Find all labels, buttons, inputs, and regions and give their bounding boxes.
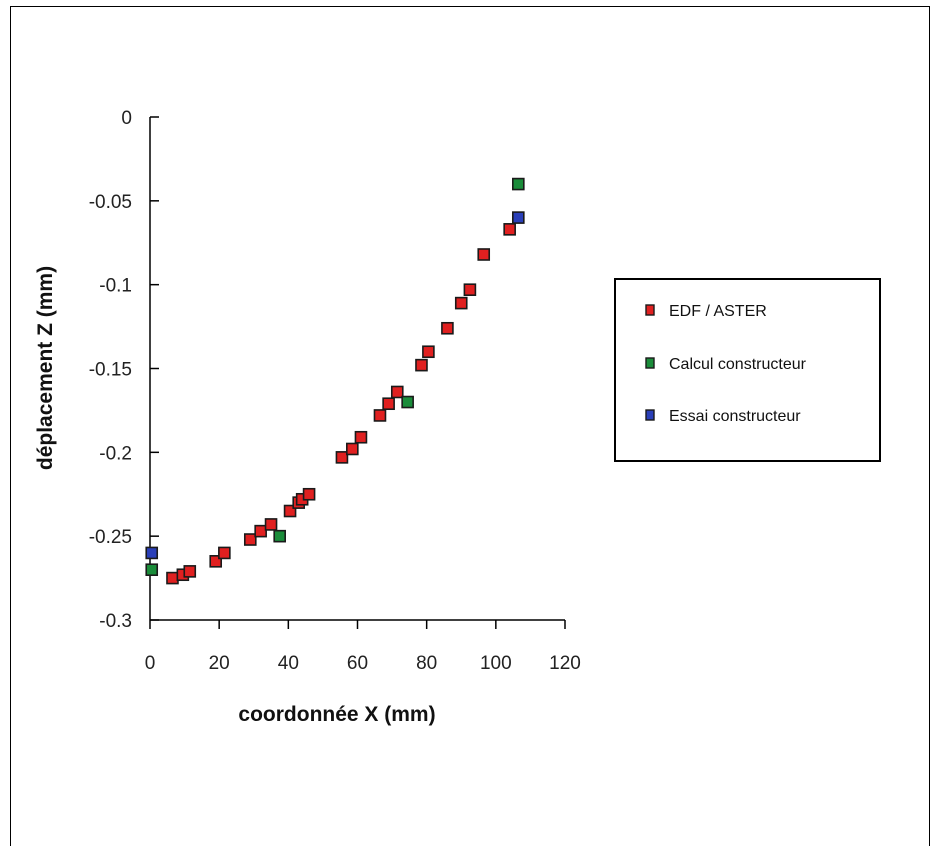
data-point-series-0 — [346, 442, 359, 456]
x-tick-label: 60 — [347, 653, 368, 674]
data-point-series-0 — [354, 430, 368, 444]
y-tick-label: -0.1 — [99, 276, 132, 297]
x-tick-label: 40 — [278, 653, 299, 674]
data-point-series-1 — [512, 177, 525, 191]
legend-marker — [645, 357, 655, 369]
data-point-series-0 — [454, 296, 468, 310]
y-axis: 0 -0.05 -0.1 -0.15 -0.2 -0.25 -0.3 — [89, 108, 159, 632]
y-tick-label: -0.3 — [99, 611, 132, 632]
figure-frame — [10, 6, 930, 846]
y-tick-label: -0.05 — [89, 192, 132, 213]
x-tick-label: 80 — [416, 653, 437, 674]
data-point-series-0 — [302, 487, 316, 501]
x-axis-title: coordonnée X (mm) — [238, 703, 435, 726]
y-tick-label: 0 — [121, 108, 132, 129]
data-point-series-0 — [166, 571, 179, 585]
data-point-series-0 — [463, 283, 477, 296]
data-point-series-0 — [283, 504, 297, 518]
data-point-series-1 — [145, 563, 159, 577]
legend-label: EDF / ASTER — [669, 303, 767, 320]
data-point-series-2 — [512, 211, 525, 224]
data-point-series-0 — [415, 358, 428, 372]
data-point-series-0 — [218, 546, 231, 560]
data-point-series-0 — [183, 565, 197, 578]
data-point-series-0 — [441, 321, 454, 335]
data-point-series-1 — [401, 395, 414, 409]
data-point-series-0 — [390, 385, 404, 399]
legend-box — [614, 278, 881, 462]
data-point-series-0 — [264, 518, 278, 531]
legend: EDF / ASTER Calcul constructeur Essai cons… — [614, 278, 881, 462]
legend-marker — [645, 304, 655, 316]
legend-label: Essai constructeur — [669, 408, 801, 425]
x-axis: 0 20 40 60 80 100 120 — [145, 619, 581, 674]
legend-label: Calcul constructeur — [669, 356, 807, 373]
data-point-series-2 — [145, 546, 159, 560]
y-tick-label: -0.15 — [89, 360, 132, 381]
data-point-series-0 — [382, 397, 395, 411]
data-point-series-0 — [254, 524, 267, 538]
data-points — [145, 177, 525, 585]
x-tick-label: 0 — [145, 653, 156, 674]
legend-marker — [645, 409, 655, 421]
x-tick-label: 100 — [480, 653, 512, 674]
data-point-series-0 — [422, 345, 435, 359]
data-point-series-1 — [273, 529, 286, 543]
x-tick-label: 20 — [209, 653, 230, 674]
data-point-series-0 — [335, 451, 349, 464]
data-point-series-0 — [373, 409, 387, 422]
data-point-series-0 — [209, 555, 223, 568]
data-point-series-0 — [503, 223, 516, 236]
data-point-series-0 — [477, 248, 491, 261]
y-axis-title: déplacement Z (mm) — [34, 266, 57, 470]
y-tick-label: -0.25 — [89, 527, 132, 548]
y-tick-label: -0.2 — [99, 443, 132, 464]
data-point-series-0 — [243, 533, 257, 546]
x-tick-label: 120 — [549, 653, 581, 674]
